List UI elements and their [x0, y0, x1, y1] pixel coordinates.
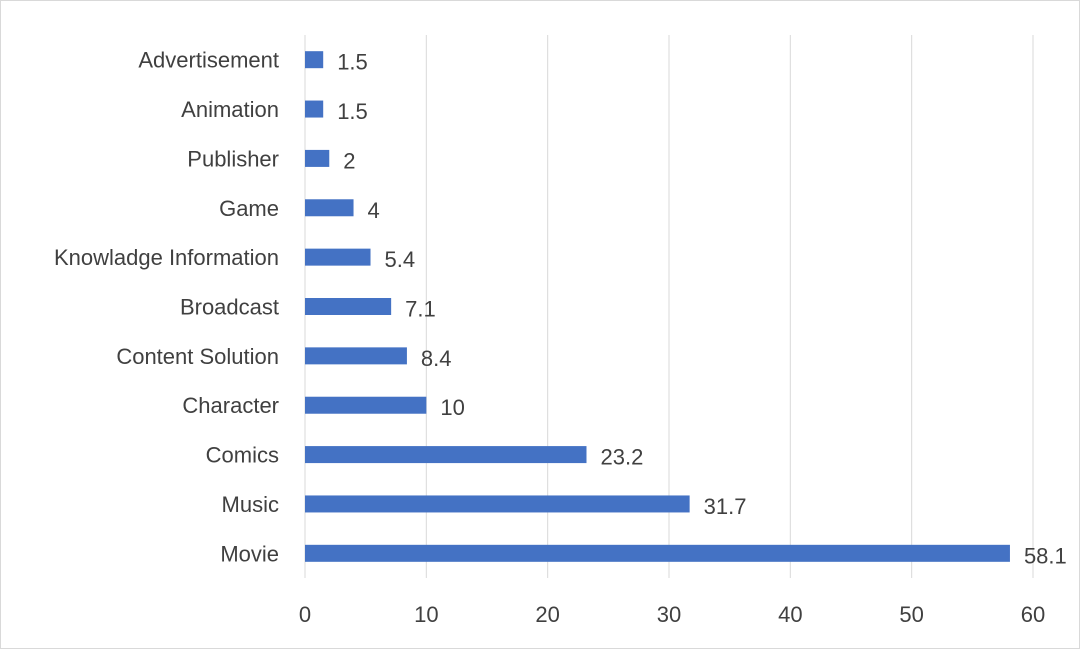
data-label: 1.5 [337, 99, 368, 124]
bar-character [305, 396, 427, 414]
data-label: 58.1 [1024, 543, 1067, 568]
x-tick-label: 50 [899, 602, 923, 627]
data-label: 1.5 [337, 50, 368, 75]
x-tick-label: 60 [1021, 602, 1045, 627]
data-label: 10 [440, 395, 464, 420]
x-tick-label: 20 [535, 602, 559, 627]
bar-advertisement [305, 51, 324, 69]
bar-game [305, 199, 354, 217]
x-tick-label: 0 [299, 602, 311, 627]
category-label: Character [182, 393, 279, 418]
category-label: Publisher [187, 146, 279, 171]
bar-content-solution [305, 347, 407, 365]
data-label: 8.4 [421, 346, 452, 371]
bar-movie [305, 544, 1010, 562]
bar-broadcast [305, 298, 392, 315]
data-label: 4 [368, 198, 380, 223]
data-label: 31.7 [704, 494, 747, 519]
category-label: Music [222, 492, 279, 517]
category-label: Content Solution [116, 344, 279, 369]
category-label: Movie [220, 541, 279, 566]
bar-comics [305, 446, 587, 464]
data-label: 2 [343, 148, 355, 173]
bar-knowladge-information [305, 248, 371, 266]
category-label: Advertisement [138, 48, 279, 73]
bar-layer [305, 51, 1010, 562]
data-label: 23.2 [600, 445, 643, 470]
label-layer: 0 10 20 30 40 50 60 Advertisement 1.5 Animation 1.… [54, 48, 1067, 627]
x-tick-label: 10 [414, 602, 438, 627]
category-label: Comics [206, 443, 279, 468]
category-label: Game [219, 196, 279, 221]
grid-layer [304, 35, 1034, 578]
category-label: Broadcast [180, 295, 279, 320]
x-tick-label: 30 [657, 602, 681, 627]
bar-publisher [305, 149, 330, 167]
category-label: Knowladge Information [54, 245, 279, 270]
category-label: Animation [181, 97, 279, 122]
bar-music [305, 495, 690, 513]
data-label: 7.1 [405, 297, 436, 322]
bar-animation [305, 100, 324, 118]
data-label: 5.4 [385, 247, 416, 272]
x-tick-label: 40 [778, 602, 802, 627]
